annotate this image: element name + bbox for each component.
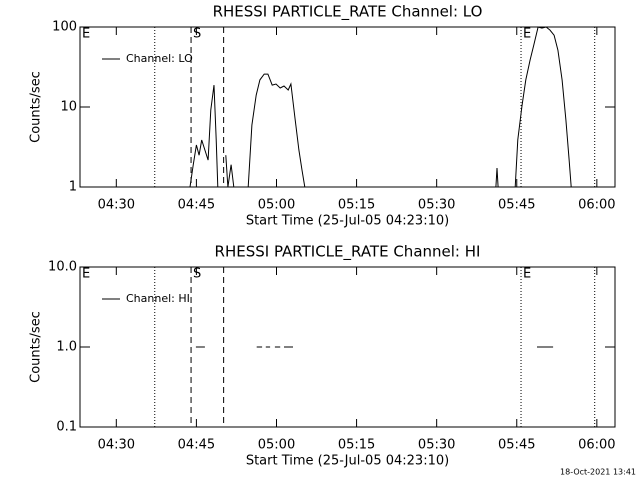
x-tick-label: 05:45 xyxy=(498,438,535,453)
data-line xyxy=(189,26,572,188)
flag-label: E xyxy=(82,27,90,42)
flag-label: E xyxy=(82,267,90,282)
x-tick-label: 06:00 xyxy=(578,198,615,213)
flag-label: S xyxy=(193,267,201,282)
flag-label: E xyxy=(523,27,531,42)
footer-date: 18-Oct-2021 13:41 xyxy=(560,468,636,477)
legend-label: Channel: LO xyxy=(126,52,193,65)
y-tick-label: 1 xyxy=(69,180,77,195)
x-tick-label: 05:15 xyxy=(338,198,375,213)
x-tick-label: 04:45 xyxy=(178,438,215,453)
x-tick-label: 05:00 xyxy=(258,438,295,453)
x-tick-label: 04:30 xyxy=(98,198,135,213)
x-tick-label: 05:30 xyxy=(418,198,455,213)
plot-frame xyxy=(79,26,616,188)
x-tick-label: 05:45 xyxy=(498,198,535,213)
y-tick-label: 0.1 xyxy=(56,420,77,435)
x-tick-label: 06:00 xyxy=(578,438,615,453)
flag-label: S xyxy=(193,27,201,42)
x-tick-label: 04:30 xyxy=(98,438,135,453)
y-axis-label: Counts/sec xyxy=(29,71,44,143)
y-tick-label: 10 xyxy=(60,100,77,115)
x-tick-label: 05:15 xyxy=(338,438,375,453)
y-tick-label: 100 xyxy=(52,20,77,35)
x-axis-label: Start Time (25-Jul-05 04:23:10) xyxy=(246,214,449,229)
x-axis-label: Start Time (25-Jul-05 04:23:10) xyxy=(246,454,449,469)
chart-title: RHESSI PARTICLE_RATE Channel: HI xyxy=(215,243,481,262)
x-tick-label: 05:30 xyxy=(418,438,455,453)
plot-frame xyxy=(79,266,616,428)
x-tick-label: 05:00 xyxy=(258,198,295,213)
y-tick-label: 1.0 xyxy=(56,340,77,355)
chart-title: RHESSI PARTICLE_RATE Channel: LO xyxy=(213,3,483,22)
legend-label: Channel: HI xyxy=(126,292,190,305)
y-axis-label: Counts/sec xyxy=(29,311,44,383)
y-tick-label: 10.0 xyxy=(48,260,77,275)
flag-label: E xyxy=(523,267,531,282)
x-tick-label: 04:45 xyxy=(178,198,215,213)
